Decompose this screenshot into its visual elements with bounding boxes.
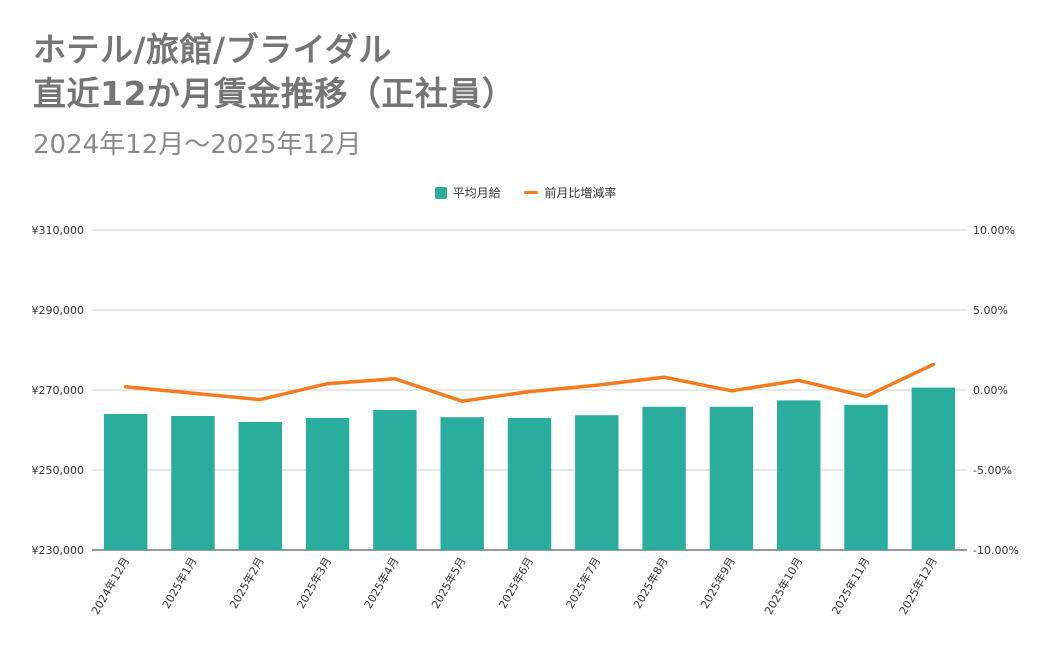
x-tick-label: 2025年7月 bbox=[563, 555, 604, 611]
bar bbox=[440, 417, 484, 550]
x-tick-label: 2025年11月 bbox=[829, 555, 873, 617]
x-tick-label: 2025年2月 bbox=[226, 555, 267, 611]
chart-subtitle: 2024年12月～2025年12月 bbox=[33, 130, 362, 160]
chart-title-line-2: 直近12か月賃金推移（正社員） bbox=[33, 74, 516, 113]
chart-title-line-1: ホテル/旅館/ブライダル bbox=[33, 30, 392, 69]
bar bbox=[575, 415, 619, 550]
bar bbox=[373, 410, 417, 550]
bar bbox=[238, 422, 282, 550]
bar bbox=[171, 416, 215, 550]
bar bbox=[844, 404, 888, 550]
bar bbox=[911, 387, 956, 550]
x-tick-label: 2025年4月 bbox=[361, 555, 402, 611]
x-tick-label: 2025年12月 bbox=[896, 555, 940, 617]
y-right-tick-label: 10.00% bbox=[973, 224, 1015, 237]
y-right-tick-label: -5.00% bbox=[973, 464, 1012, 477]
y-left-tick-label: ¥270,000 bbox=[32, 384, 85, 397]
x-tick-label: 2024年12月 bbox=[88, 555, 132, 617]
y-left-tick-label: ¥290,000 bbox=[32, 304, 85, 317]
bar bbox=[103, 414, 148, 550]
bar bbox=[507, 418, 552, 550]
y-right-tick-label: 0.00% bbox=[973, 384, 1008, 397]
x-tick-label: 2025年5月 bbox=[428, 555, 469, 611]
x-tick-label: 2025年8月 bbox=[630, 555, 671, 611]
legend-item-line: 前月比増減率 bbox=[524, 184, 616, 201]
bar bbox=[642, 406, 686, 550]
chart-title: ホテル/旅館/ブライダル 直近12か月賃金推移（正社員） bbox=[33, 28, 515, 116]
legend-swatch-bar bbox=[434, 187, 447, 199]
bar bbox=[305, 418, 350, 550]
x-tick-label: 2025年6月 bbox=[495, 555, 536, 611]
legend-label-line: 前月比増減率 bbox=[544, 186, 617, 200]
x-tick-label: 2025年9月 bbox=[697, 555, 738, 611]
legend-label-bar: 平均月給 bbox=[452, 186, 501, 200]
x-tick-label: 2025年10月 bbox=[761, 555, 805, 617]
legend-item-bar: 平均月給 bbox=[434, 184, 501, 201]
x-tick-label: 2025年3月 bbox=[294, 555, 335, 611]
y-left-tick-label: ¥310,000 bbox=[32, 224, 85, 237]
line-series bbox=[123, 362, 936, 403]
chart-legend: 平均月給 前月比増減率 bbox=[0, 184, 1051, 201]
bar bbox=[709, 406, 754, 550]
y-right-tick-label: -10.00% bbox=[973, 544, 1019, 557]
y-right-tick-label: 5.00% bbox=[973, 304, 1008, 317]
x-tick-label: 2025年1月 bbox=[159, 555, 200, 611]
legend-swatch-line bbox=[524, 191, 539, 194]
y-left-tick-label: ¥250,000 bbox=[32, 464, 85, 477]
y-left-tick-label: ¥230,000 bbox=[32, 544, 85, 557]
bar bbox=[777, 400, 821, 550]
